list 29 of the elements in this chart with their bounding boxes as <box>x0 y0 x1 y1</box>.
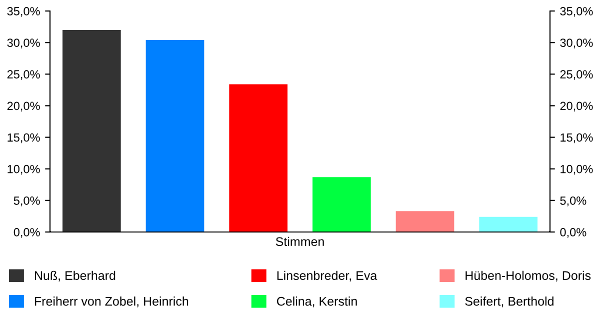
legend-label: Linsenbreder, Eva <box>277 270 378 282</box>
text: 15,0% <box>560 133 593 144</box>
y-tick-label: 20,0% <box>7 102 40 112</box>
bar <box>146 40 204 232</box>
y-tick-label: 5,0% <box>14 196 40 206</box>
text: 25,0% <box>560 70 593 80</box>
bar <box>312 177 371 232</box>
text: 5,0% <box>560 196 586 206</box>
text: 10,0% <box>560 164 593 175</box>
legend-label: Seifert, Berthold <box>465 296 554 308</box>
bar <box>396 211 454 232</box>
y-tick-label: 0,0% <box>14 228 40 238</box>
x-tick-label: Stimmen <box>276 236 324 246</box>
y-tick-label: 30,0% <box>7 38 40 48</box>
bar <box>229 84 288 232</box>
text: 20,0% <box>560 102 593 112</box>
legend-label: Freiherr von Zobel, Heinrich <box>34 296 188 308</box>
y-tick-label: 15,0% <box>8 133 40 144</box>
text: 30,0% <box>560 38 593 48</box>
text: 0,0% <box>560 228 586 238</box>
bar <box>479 216 538 232</box>
legend-label: Celina, Kerstin <box>276 296 357 308</box>
text: 35,0% <box>560 7 593 17</box>
y-tick-label: 25,0% <box>7 70 40 80</box>
legend-label: Nuß, Eberhard <box>34 270 116 282</box>
y-tick-label: 35,0% <box>7 7 40 17</box>
legend-label: Hüben-Holomos, Doris <box>466 270 591 282</box>
bar <box>62 30 121 232</box>
y-tick-label: 10,0% <box>8 164 40 175</box>
